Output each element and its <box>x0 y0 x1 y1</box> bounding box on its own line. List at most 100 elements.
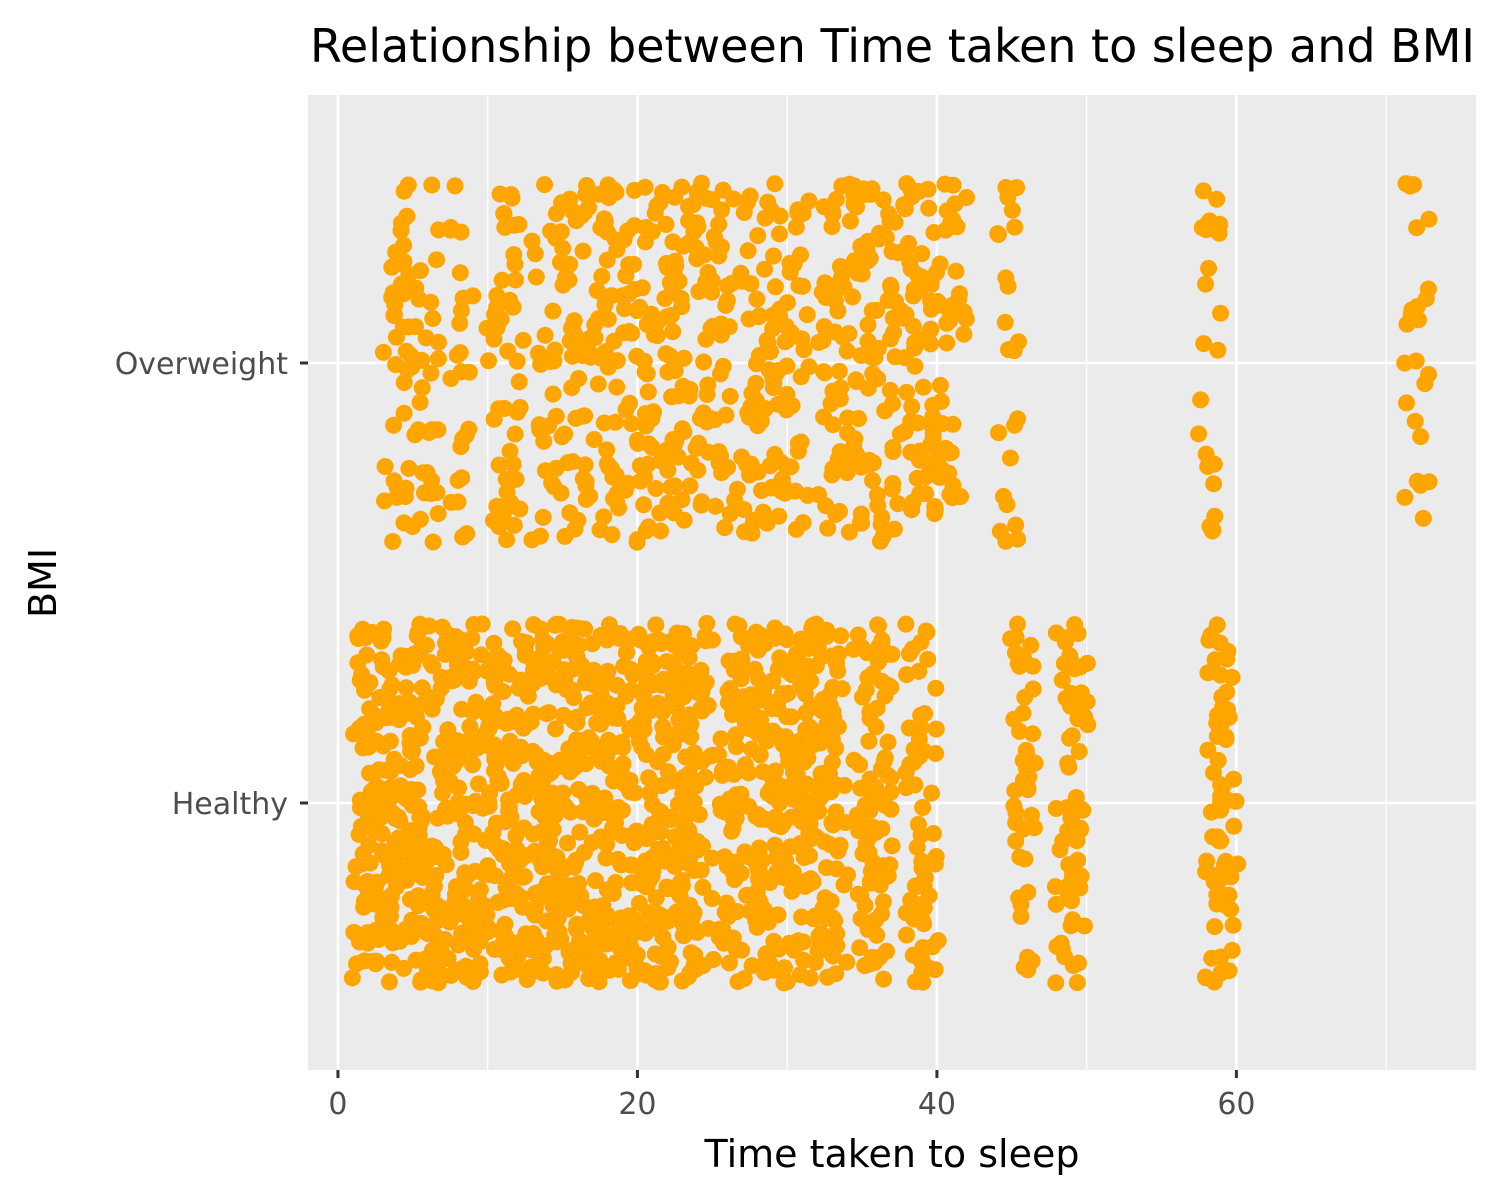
data-point <box>509 947 527 965</box>
data-point <box>681 964 699 982</box>
data-point <box>867 718 885 736</box>
data-point <box>1058 629 1076 647</box>
data-point <box>508 706 526 724</box>
data-point <box>538 801 556 819</box>
data-point <box>420 617 438 635</box>
data-point <box>869 370 887 388</box>
data-point <box>643 867 661 885</box>
data-point <box>430 333 447 351</box>
data-point <box>620 323 638 340</box>
data-point <box>771 207 789 225</box>
data-point <box>547 933 565 951</box>
axes: 0 20 40 60 Healthy Overweight <box>115 347 1256 1122</box>
data-point <box>688 841 706 859</box>
data-point <box>409 887 427 905</box>
data-point <box>829 662 847 680</box>
data-point <box>603 526 621 544</box>
data-point <box>395 253 413 270</box>
data-point <box>798 657 816 675</box>
data-point <box>1078 693 1096 711</box>
data-point <box>485 940 503 958</box>
data-point <box>463 660 481 678</box>
data-point <box>787 218 805 236</box>
data-point <box>1024 725 1042 743</box>
data-point <box>661 953 679 971</box>
data-point <box>716 519 734 537</box>
data-point <box>429 505 447 523</box>
data-point <box>740 764 758 782</box>
data-point <box>762 343 779 361</box>
data-point <box>508 885 526 903</box>
data-point <box>1007 516 1025 534</box>
data-point <box>1208 616 1226 634</box>
data-point <box>526 245 544 263</box>
data-point <box>766 278 784 296</box>
data-point <box>794 933 812 951</box>
data-point <box>1066 616 1084 634</box>
data-point <box>710 928 728 946</box>
data-point <box>706 411 724 429</box>
data-point <box>824 416 842 434</box>
data-point <box>693 702 711 720</box>
data-point <box>720 954 738 972</box>
data-point <box>698 189 715 207</box>
data-point <box>385 416 403 434</box>
data-point <box>504 455 522 473</box>
data-point <box>568 893 586 911</box>
data-points <box>343 174 1438 992</box>
data-point <box>747 374 765 392</box>
data-point <box>460 420 478 438</box>
data-point <box>439 721 457 739</box>
data-point <box>1199 458 1217 475</box>
data-point <box>789 434 807 452</box>
data-point <box>413 351 431 369</box>
data-point <box>498 531 516 549</box>
data-point <box>511 821 528 839</box>
data-point <box>666 658 683 676</box>
data-point <box>1212 716 1230 734</box>
y-tick-label: Healthy <box>172 787 288 822</box>
data-point <box>823 466 841 484</box>
data-point <box>576 407 594 425</box>
data-point <box>453 469 471 487</box>
data-point <box>590 310 608 328</box>
data-point <box>547 407 565 425</box>
data-point <box>1227 792 1245 810</box>
data-point <box>1072 821 1089 839</box>
data-point <box>636 178 654 196</box>
data-point <box>608 352 626 370</box>
data-point <box>816 274 834 292</box>
data-point <box>580 342 598 360</box>
data-point <box>944 415 962 433</box>
data-point <box>635 721 653 739</box>
data-point <box>881 213 899 230</box>
data-point <box>423 176 441 194</box>
data-point <box>1209 341 1227 359</box>
data-point <box>741 187 759 205</box>
data-point <box>365 928 383 946</box>
data-point <box>464 287 482 305</box>
data-point <box>681 380 699 398</box>
data-point <box>423 421 441 439</box>
data-point <box>411 729 429 747</box>
data-point <box>1003 201 1021 219</box>
data-point <box>873 820 891 838</box>
data-point <box>395 404 413 422</box>
data-point <box>717 296 735 314</box>
data-point <box>547 205 565 223</box>
data-point <box>1218 650 1236 668</box>
data-point <box>1016 850 1034 868</box>
data-point <box>713 238 730 256</box>
data-point <box>747 807 765 825</box>
data-point <box>853 514 871 532</box>
data-point <box>524 675 542 693</box>
data-point <box>771 308 789 326</box>
data-point <box>869 497 887 515</box>
data-point <box>591 715 609 733</box>
data-point <box>501 291 519 309</box>
data-point <box>898 383 916 401</box>
data-point <box>936 175 954 193</box>
data-point <box>694 878 712 896</box>
data-point <box>728 480 746 498</box>
data-point <box>922 320 940 338</box>
